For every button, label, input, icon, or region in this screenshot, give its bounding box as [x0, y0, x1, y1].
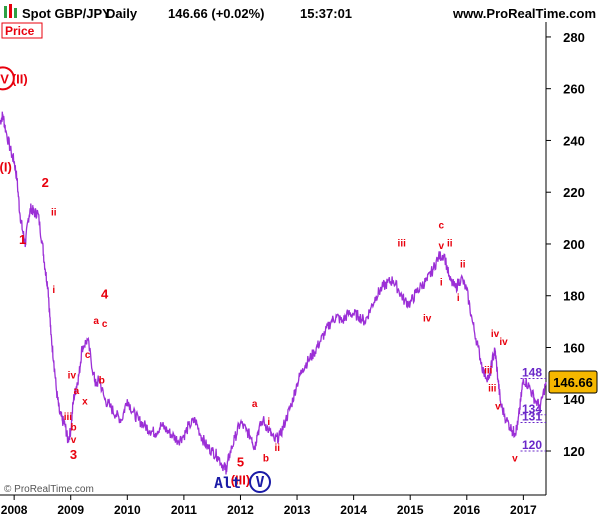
y-tick-label: 220 — [563, 185, 585, 200]
level-label: 131 — [522, 410, 542, 424]
price-panel-tag-box — [1, 22, 43, 39]
instrument-name: Spot GBP/JPY — [22, 6, 111, 21]
y-tick-label: 120 — [563, 444, 585, 459]
wave-label: iv — [491, 329, 500, 340]
price-panel-tag: Price — [5, 24, 35, 38]
wave-label: ii — [460, 259, 466, 270]
wave-label: iv — [68, 371, 77, 382]
wave-label: v — [439, 241, 445, 252]
y-tick-label: 200 — [563, 237, 585, 252]
wave-label: iii — [64, 412, 73, 423]
y-tick-label: 160 — [563, 340, 585, 355]
alt-wave-label: Alt V — [214, 471, 271, 493]
x-tick-label: 2016 — [453, 503, 480, 517]
wave-label: c — [439, 220, 445, 231]
x-tick-label: 2012 — [227, 503, 254, 517]
wave-label: a — [93, 316, 99, 327]
wave-label: 4 — [101, 286, 109, 301]
y-axis: 120 140 160 180 200 220 240 260 280 — [546, 30, 585, 459]
wave-label: i — [52, 285, 55, 296]
wave-label: ii — [447, 239, 453, 250]
wave-label: b — [99, 376, 105, 387]
wave-label: iv — [499, 337, 508, 348]
wave-label: i — [457, 293, 460, 304]
x-tick-label: 2010 — [114, 503, 141, 517]
x-tick-label: 2017 — [510, 503, 537, 517]
wave-label: a — [252, 399, 258, 410]
wave-label: x — [82, 396, 88, 407]
wave-label: i — [267, 417, 270, 428]
y-tick-label: 240 — [563, 133, 585, 148]
wave-label: iii — [488, 383, 497, 394]
x-tick-label: 2008 — [1, 503, 28, 517]
time-label: 15:37:01 — [300, 6, 352, 21]
header: Spot GBP/JPY Daily 146.66 (+0.02%) 15:37… — [4, 4, 596, 21]
wave-label: 3 — [70, 447, 77, 462]
copyright: © ProRealTime.com — [4, 484, 94, 495]
current-price-tag: 146.66 — [548, 370, 598, 394]
period-label: Daily — [106, 6, 138, 21]
header-candle-icon — [4, 4, 17, 18]
alt-circle-label: V — [255, 473, 264, 491]
wave-label: (III) — [231, 473, 251, 488]
quote-label: 146.66 (+0.02%) — [168, 6, 264, 21]
price-line — [0, 111, 547, 475]
level-label: 148 — [522, 366, 542, 380]
circled-wave-ring — [0, 66, 15, 91]
x-tick-label: 2011 — [171, 503, 197, 517]
site-label: www.ProRealTime.com — [452, 6, 596, 21]
wave-label: b — [263, 453, 269, 464]
wave-label: iii — [398, 239, 407, 250]
y-tick-label: 280 — [563, 30, 585, 45]
x-axis: 2008 2009 2010 2011 2012 2013 2014 2015 2016 2017 — [1, 495, 537, 517]
wave-label: v — [495, 402, 501, 413]
x-tick-label: 2013 — [284, 503, 311, 517]
x-tick-label: 2009 — [57, 503, 84, 517]
wave-label: iv — [423, 314, 432, 325]
wave-label: b — [70, 422, 76, 433]
level-label: 120 — [522, 438, 542, 452]
y-tick-label: 180 — [563, 289, 585, 304]
y-tick-label: 260 — [563, 82, 585, 97]
wave-label: ii — [274, 443, 280, 454]
alt-label: Alt — [214, 474, 241, 492]
wave-label: a — [74, 386, 80, 397]
wave-label: c — [102, 319, 108, 330]
wave-label: 5 — [237, 455, 244, 470]
wave-label: 1 — [19, 232, 26, 247]
wave-label: c — [85, 350, 91, 361]
wave-label: iii — [484, 365, 493, 376]
wave-label: v — [512, 453, 518, 464]
x-tick-label: 2015 — [397, 503, 424, 517]
wave-label: (I) — [0, 160, 12, 175]
alt-circle — [249, 471, 271, 493]
circled-wave-label: IV — [0, 71, 9, 86]
y-tick-label: 140 — [563, 392, 585, 407]
wave-label: 2 — [42, 175, 49, 190]
wave-label: i — [440, 277, 443, 288]
price-series — [0, 111, 547, 475]
wave-label: (II) — [12, 72, 28, 87]
current-price-value: 146.66 — [553, 375, 593, 390]
wave-label: ii — [51, 208, 57, 219]
x-tick-label: 2014 — [340, 503, 367, 517]
wave-label: v — [71, 435, 77, 446]
